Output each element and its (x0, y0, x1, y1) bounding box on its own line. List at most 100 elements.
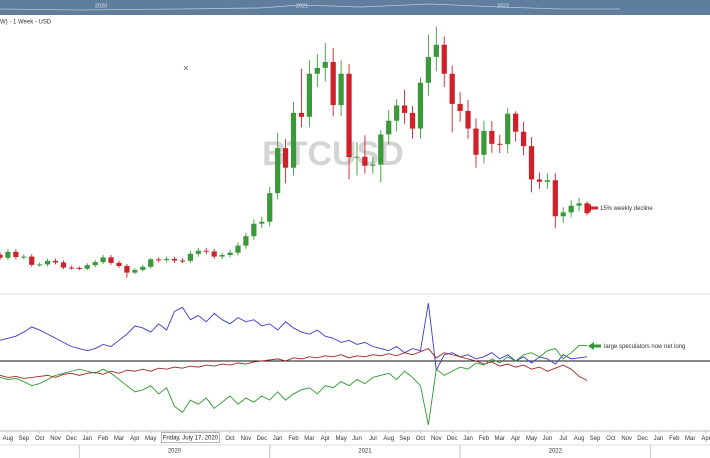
candle-body (425, 56, 431, 83)
candle-body (520, 131, 527, 147)
series-line (0, 303, 588, 372)
candle-body (401, 105, 408, 113)
candle-body (5, 251, 11, 258)
x-tick-label: May (145, 436, 156, 442)
candle-body (290, 112, 297, 168)
x-tick-label: Jan (273, 436, 283, 442)
candle-body (187, 253, 194, 261)
candle-body (465, 110, 471, 129)
candle-body (346, 73, 352, 158)
navigator-label: 2020 (95, 3, 107, 9)
x-tick-label: Apr (511, 436, 520, 442)
series-line (0, 348, 588, 381)
candle-body (148, 259, 154, 267)
candle-body (60, 262, 67, 268)
annotation: 15% weekly decline (600, 206, 653, 212)
candle-body (354, 156, 360, 158)
x-tick-label: Nov (50, 436, 61, 442)
candle-body (528, 146, 535, 180)
candle-body (132, 269, 138, 273)
x-tick-label: Jul (559, 436, 567, 442)
candle-body (314, 67, 320, 74)
candle-body (76, 267, 82, 269)
x-tick-label: Oct (35, 436, 45, 442)
year-label: 2021 (358, 449, 372, 455)
candle-body (163, 258, 170, 261)
tooltip-text: Friday, July 17, 2020 (163, 436, 219, 442)
candle-body (227, 252, 233, 256)
candle-body (441, 44, 447, 74)
navigator[interactable] (0, 0, 710, 15)
crosshair (183, 65, 189, 71)
x-tick-label: Mar (495, 436, 505, 442)
x-tick-label: Feb (669, 436, 680, 442)
candle-body (52, 260, 59, 263)
candle-body (282, 148, 289, 168)
x-tick-label: Apr (130, 436, 139, 442)
x-tick-label: Dec (66, 436, 77, 442)
candle-body (298, 112, 305, 117)
x-tick-label: Mar (304, 436, 314, 442)
candle-body (584, 203, 590, 214)
x-tick-label: Mar (685, 436, 695, 442)
candle-body (179, 260, 186, 262)
x-tick-label: Jan (463, 436, 473, 442)
x-tick-label: Dec (447, 436, 458, 442)
x-tick-label: May (335, 436, 346, 442)
candle-body (116, 262, 122, 266)
x-tick-label: Sep (399, 436, 410, 442)
candle-body (544, 180, 550, 182)
x-tick-label: Feb (288, 436, 299, 442)
x-tick-label: Oct (225, 436, 235, 442)
candle-body (560, 212, 566, 217)
candle-body (568, 205, 574, 213)
candle-body (108, 257, 114, 263)
x-tick-label: Nov (621, 436, 632, 442)
x-tick-label: Apr (701, 436, 710, 442)
candle-body (306, 73, 313, 117)
candle-body (370, 164, 376, 166)
candle-body (394, 105, 400, 121)
candle-body (338, 73, 344, 106)
candle-body (37, 264, 43, 266)
tooltip: Friday, July 17, 2020 (161, 432, 220, 443)
annotation: large speculators now net long (604, 344, 685, 350)
candle-body (417, 82, 424, 129)
x-tick-label: Oct (416, 436, 426, 442)
candle-body (362, 156, 368, 166)
x-tick-label: Jan (654, 436, 664, 442)
candle-body (21, 256, 27, 258)
candle-body (552, 180, 558, 217)
x-tick-label: May (526, 436, 537, 442)
candle-body (171, 258, 178, 261)
x-tick-label: Dec (637, 436, 648, 442)
candle-body (457, 103, 463, 111)
series-line (0, 345, 588, 425)
candle-body (29, 256, 35, 265)
x-tick-label: Sep (590, 436, 601, 442)
candle-body (203, 250, 209, 252)
x-tick-label: Aug (574, 436, 585, 442)
tooltip-box (161, 432, 220, 443)
x-tick-label: Sep (18, 436, 29, 442)
chart-header: W) - 1 Week - USD (0, 20, 52, 26)
candle-body (140, 266, 146, 270)
candle-body (409, 112, 416, 129)
candle-body (449, 73, 455, 104)
candle-body (275, 148, 281, 194)
x-tick-label: Oct (606, 436, 616, 442)
candle-body (84, 265, 90, 269)
candle-body (124, 265, 130, 273)
year-label: 2022 (549, 449, 563, 455)
candle-body (156, 259, 162, 261)
x-tick-label: Aug (383, 436, 394, 442)
x-tick-label: Nov (431, 436, 442, 442)
candle-body (13, 251, 19, 257)
candle-body (536, 179, 543, 182)
candle-body (219, 255, 225, 257)
x-tick-label: Nov (241, 436, 252, 442)
candle-body (251, 223, 257, 237)
x-tick-label: Mar (114, 436, 124, 442)
x-tick-label: Feb (479, 436, 490, 442)
